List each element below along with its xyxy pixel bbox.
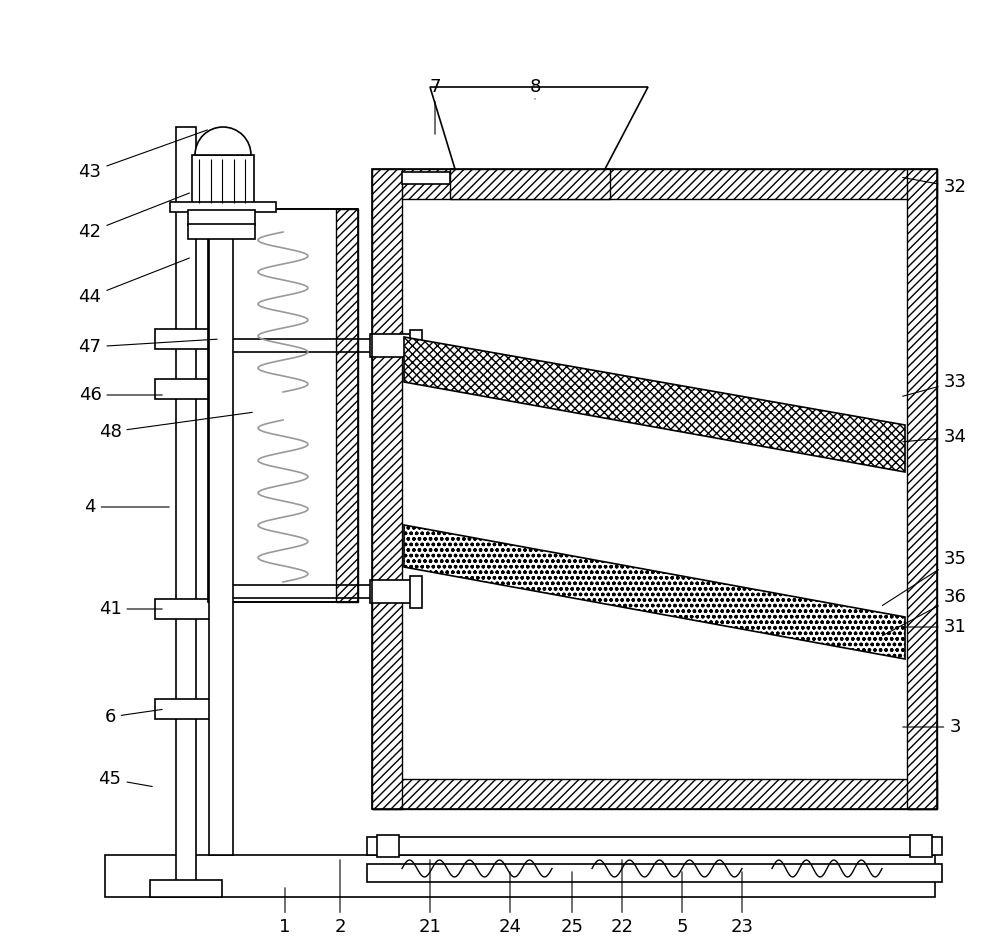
Bar (155, 329, 217, 349)
Bar (188, 210, 255, 225)
Bar (372, 169, 937, 199)
Bar (208, 209, 358, 602)
Bar (402, 172, 450, 184)
Text: 45: 45 (99, 770, 152, 788)
Bar (372, 169, 937, 809)
Bar (410, 330, 422, 362)
Bar (450, 169, 610, 199)
Text: 21: 21 (419, 860, 441, 936)
Polygon shape (404, 525, 905, 659)
Text: 3: 3 (903, 718, 961, 736)
Text: 33: 33 (903, 373, 967, 396)
Text: 23: 23 (730, 872, 754, 936)
Bar (367, 837, 942, 855)
Text: 36: 36 (882, 588, 966, 635)
Bar (377, 835, 399, 857)
Text: 35: 35 (882, 550, 967, 605)
Bar (155, 379, 217, 399)
Text: 41: 41 (99, 600, 162, 618)
Bar (188, 224, 255, 239)
Text: 22: 22 (610, 860, 634, 936)
Text: 2: 2 (334, 860, 346, 936)
Bar (336, 209, 358, 602)
Text: 4: 4 (84, 498, 169, 516)
Text: 32: 32 (903, 177, 967, 196)
Bar (192, 155, 254, 207)
Text: 43: 43 (79, 130, 207, 181)
Wedge shape (195, 127, 251, 155)
Bar (410, 576, 422, 608)
Text: 47: 47 (79, 338, 217, 356)
Bar (910, 835, 932, 857)
Text: 5: 5 (676, 872, 688, 936)
Text: 42: 42 (79, 193, 189, 241)
Bar (370, 334, 415, 357)
Text: 34: 34 (903, 428, 967, 446)
Bar (150, 880, 222, 897)
Bar (105, 855, 935, 897)
Bar (372, 169, 402, 809)
Text: 31: 31 (903, 618, 966, 636)
Bar (907, 169, 937, 809)
Text: 48: 48 (99, 412, 252, 441)
Bar (370, 580, 415, 603)
Text: 8: 8 (529, 78, 541, 99)
Text: 44: 44 (79, 258, 189, 306)
Polygon shape (430, 87, 648, 169)
Text: 1: 1 (279, 887, 291, 936)
Text: 25: 25 (560, 872, 584, 936)
Bar (170, 202, 276, 212)
Bar (209, 212, 233, 855)
Bar (176, 127, 196, 882)
Bar (155, 599, 217, 619)
Text: 46: 46 (79, 386, 162, 404)
Polygon shape (404, 337, 905, 472)
Bar (155, 699, 217, 719)
Bar (372, 779, 937, 809)
Text: 6: 6 (104, 708, 162, 726)
Text: 7: 7 (429, 78, 441, 134)
Bar (208, 209, 230, 602)
Text: 24: 24 (498, 872, 522, 936)
Bar (367, 864, 942, 882)
